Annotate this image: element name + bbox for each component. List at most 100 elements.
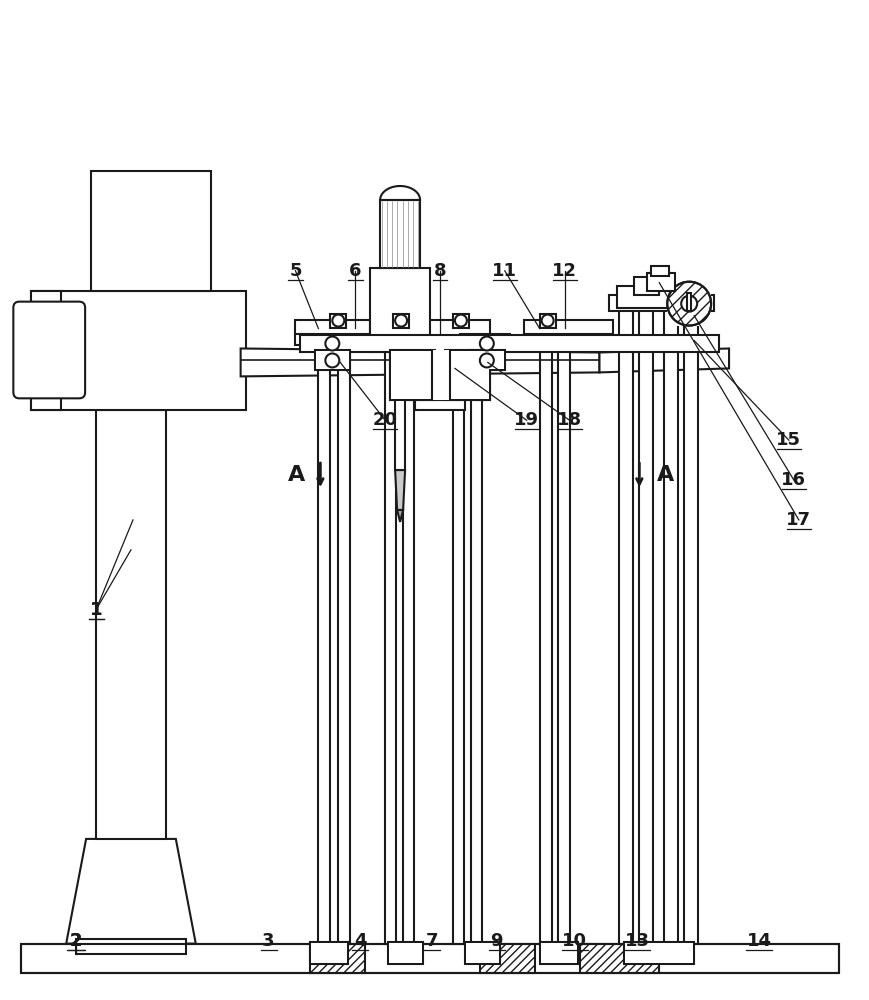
- Bar: [96, 410, 166, 839]
- Circle shape: [480, 337, 494, 350]
- Text: 8: 8: [434, 262, 447, 280]
- Bar: [310, 944, 365, 973]
- Circle shape: [332, 315, 344, 327]
- Bar: [647, 273, 675, 291]
- Text: A: A: [289, 465, 305, 485]
- Text: 9: 9: [490, 932, 503, 950]
- Bar: [315, 350, 350, 370]
- Bar: [395, 372, 405, 470]
- Text: 4: 4: [354, 932, 367, 950]
- Circle shape: [480, 353, 494, 367]
- Polygon shape: [31, 291, 76, 410]
- Bar: [580, 944, 660, 973]
- Bar: [634, 277, 660, 295]
- Bar: [453, 345, 464, 944]
- Bar: [370, 268, 430, 352]
- Bar: [395, 343, 485, 390]
- Bar: [524, 320, 614, 336]
- Bar: [541, 943, 576, 963]
- Bar: [609, 295, 714, 311]
- Bar: [625, 942, 694, 964]
- Bar: [540, 942, 578, 964]
- Bar: [415, 336, 465, 410]
- Bar: [295, 334, 385, 345]
- Bar: [465, 942, 500, 964]
- Bar: [446, 351, 489, 399]
- Bar: [471, 345, 481, 944]
- Bar: [370, 320, 490, 336]
- Text: 1: 1: [90, 601, 103, 619]
- Text: 15: 15: [776, 431, 801, 449]
- Text: 3: 3: [262, 932, 275, 950]
- Text: 16: 16: [781, 471, 806, 489]
- Bar: [626, 943, 693, 963]
- Circle shape: [395, 315, 407, 327]
- Bar: [391, 351, 434, 399]
- Text: 5: 5: [289, 262, 302, 280]
- Bar: [390, 350, 435, 400]
- Text: 1: 1: [90, 601, 103, 619]
- FancyBboxPatch shape: [13, 302, 85, 398]
- Bar: [580, 944, 660, 973]
- Bar: [318, 336, 330, 944]
- Circle shape: [681, 296, 697, 312]
- Circle shape: [325, 353, 339, 367]
- Text: 18: 18: [557, 411, 582, 429]
- Polygon shape: [241, 348, 600, 376]
- Bar: [91, 171, 210, 291]
- Text: A: A: [657, 465, 674, 485]
- Text: 11: 11: [492, 262, 517, 280]
- Bar: [22, 944, 839, 973]
- Text: 7: 7: [426, 932, 438, 950]
- Bar: [390, 350, 490, 400]
- Polygon shape: [66, 839, 196, 944]
- Bar: [31, 291, 246, 410]
- Bar: [310, 942, 348, 964]
- Bar: [388, 942, 423, 964]
- Bar: [640, 306, 653, 944]
- Bar: [310, 944, 365, 973]
- Text: 2: 2: [70, 932, 83, 950]
- Bar: [558, 336, 569, 944]
- Circle shape: [667, 282, 711, 326]
- Bar: [338, 336, 350, 944]
- Bar: [540, 314, 555, 328]
- Bar: [370, 334, 420, 345]
- Bar: [393, 314, 409, 328]
- Circle shape: [325, 337, 339, 350]
- Bar: [617, 286, 673, 308]
- Bar: [330, 314, 346, 328]
- Polygon shape: [397, 510, 403, 522]
- Bar: [385, 345, 396, 944]
- Text: 14: 14: [746, 932, 772, 950]
- Polygon shape: [600, 348, 729, 372]
- Text: 6: 6: [349, 262, 362, 280]
- Circle shape: [541, 315, 554, 327]
- Bar: [667, 282, 711, 326]
- Text: 20: 20: [373, 411, 398, 429]
- Bar: [453, 314, 469, 328]
- Text: 12: 12: [552, 262, 577, 280]
- Bar: [460, 334, 510, 345]
- Bar: [620, 306, 634, 944]
- Text: 10: 10: [562, 932, 587, 950]
- Bar: [445, 350, 490, 400]
- Bar: [470, 350, 505, 370]
- Bar: [301, 335, 719, 352]
- Polygon shape: [395, 470, 405, 510]
- Bar: [466, 943, 499, 963]
- Text: 17: 17: [786, 511, 812, 529]
- Circle shape: [455, 315, 467, 327]
- Bar: [389, 943, 422, 963]
- Bar: [684, 306, 698, 944]
- Text: 13: 13: [625, 932, 650, 950]
- Bar: [295, 320, 385, 336]
- Text: 19: 19: [514, 411, 539, 429]
- Bar: [480, 944, 534, 973]
- Bar: [471, 351, 504, 369]
- Bar: [316, 351, 349, 369]
- Bar: [403, 345, 414, 944]
- Bar: [311, 943, 348, 963]
- Text: 2: 2: [70, 932, 83, 950]
- Bar: [524, 334, 614, 345]
